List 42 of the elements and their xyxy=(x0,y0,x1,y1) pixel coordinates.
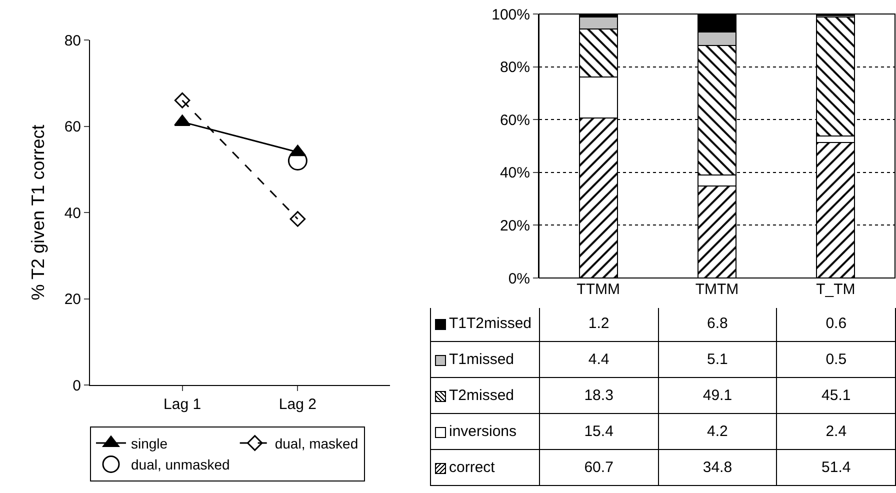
y-tick-label: 0 xyxy=(72,377,81,394)
legend-label: T1T2missed xyxy=(430,306,540,342)
x-tick-label: TMTM xyxy=(695,281,739,298)
x-tick-label: T_TM xyxy=(816,281,856,298)
legend-label: dual, unmasked xyxy=(131,456,230,473)
point xyxy=(174,92,190,108)
data-label: 4.4 xyxy=(540,342,658,378)
legend-label: single xyxy=(131,435,168,452)
legend-label: correct xyxy=(430,450,540,486)
data-label: 4.2 xyxy=(658,414,777,450)
data-label: 51.4 xyxy=(776,450,896,486)
data-label: 15.4 xyxy=(540,414,658,450)
data-label: 34.8 xyxy=(658,450,777,486)
x-tick-label: Lag 1 xyxy=(164,396,202,413)
legend-label: T2missed xyxy=(430,378,540,414)
y-tick-label: 60 xyxy=(64,118,81,136)
data-label: 6.8 xyxy=(658,306,777,342)
data-label: 1.2 xyxy=(540,306,658,342)
y-axis-title: % T2 given T1 correct xyxy=(28,124,48,300)
data-label: 2.4 xyxy=(776,414,896,450)
y-tick-label: 80 xyxy=(64,32,81,50)
data-label: 18.3 xyxy=(540,378,658,414)
data-label: 60.7 xyxy=(540,450,658,486)
y-tick-label: 80% xyxy=(500,59,530,76)
data-label: 5.1 xyxy=(658,342,777,378)
y-tick-label: 60% xyxy=(500,112,530,129)
y-tick-label: 20 xyxy=(64,291,81,308)
data-label: 49.1 xyxy=(658,378,777,414)
y-tick-label: 0% xyxy=(508,270,530,288)
x-tick-label: Lag 2 xyxy=(278,396,316,413)
data-label: 0.5 xyxy=(776,342,896,378)
legend-label: T1missed xyxy=(430,342,540,378)
x-tick-label: TTMM xyxy=(576,281,620,298)
y-tick-label: 100% xyxy=(492,6,530,24)
data-label: 0.6 xyxy=(776,306,896,342)
legend-label: dual, masked xyxy=(274,435,358,452)
y-tick-label: 20% xyxy=(500,217,530,234)
y-tick-label: 40% xyxy=(500,164,530,182)
point xyxy=(290,211,306,227)
data-label: 45.1 xyxy=(776,378,896,414)
legend-label: inversions xyxy=(430,414,540,450)
y-tick-label: 40 xyxy=(64,204,81,222)
